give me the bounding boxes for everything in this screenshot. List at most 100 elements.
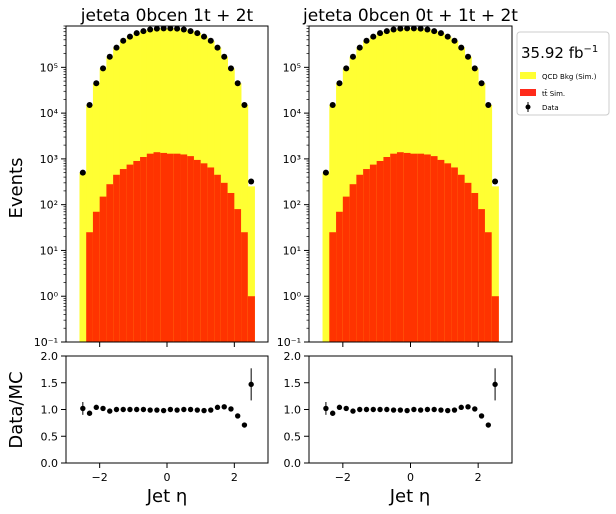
ratio-point — [390, 407, 397, 413]
ttbar-bar — [146, 153, 154, 342]
ttbar-bar — [153, 152, 161, 342]
ratio-point — [100, 405, 106, 412]
ttbar-bar — [356, 174, 364, 342]
data-point — [147, 26, 154, 33]
plot-area — [322, 26, 499, 342]
data-point — [194, 30, 201, 37]
data-point — [370, 33, 377, 40]
data-point — [356, 44, 363, 51]
ratio-point — [465, 404, 471, 410]
data-point — [180, 26, 187, 33]
ttbar-bar — [363, 169, 371, 342]
ratio-point — [174, 407, 180, 413]
main-panel-right: jeteta 0bcen 0t + 1t + 2t 10⁻¹ 10⁰ 10¹ 10² 10… — [277, 6, 519, 349]
ttbar-bar — [451, 167, 459, 342]
ttbar-bar — [424, 154, 432, 342]
ratio-point — [377, 406, 383, 413]
ratio-point — [134, 406, 140, 413]
data-point — [106, 53, 113, 60]
y-tick-label: 2.0 — [284, 350, 302, 363]
qcd-bar — [329, 105, 337, 342]
ttbar-bar — [140, 156, 148, 342]
data-point — [465, 53, 472, 60]
ratio-point — [160, 407, 167, 414]
y-tick-label: 0.5 — [284, 430, 302, 443]
data-point — [86, 102, 93, 109]
ttbar-bar — [383, 156, 391, 342]
x-tick-label: 0 — [407, 471, 414, 484]
data-point — [343, 65, 350, 72]
data-point — [437, 30, 444, 37]
y-tick-label: 10⁰ — [283, 290, 302, 303]
x-tick-label: 0 — [164, 471, 171, 484]
ttbar-bar — [214, 174, 222, 342]
ratio-point — [404, 407, 410, 414]
ttbar-bar — [491, 296, 499, 342]
y-tick-label: 10² — [283, 199, 301, 212]
data-point — [201, 33, 208, 40]
ttbar-bar — [173, 153, 181, 342]
data-point — [174, 26, 181, 32]
ttbar-bar — [478, 209, 486, 342]
ratio-point — [424, 406, 431, 413]
y-tick-label: 10³ — [40, 153, 58, 166]
legend-ttbar-label: tt̄ Sim. — [542, 89, 565, 98]
ttbar-bar — [160, 152, 168, 342]
data-point — [424, 26, 431, 33]
legend-lumi-exp: −1 — [584, 44, 599, 55]
ttbar-bar — [106, 184, 114, 342]
data-point — [227, 65, 234, 72]
ratio-point — [248, 381, 254, 388]
ttbar-bar — [342, 196, 350, 342]
ratio-point — [397, 407, 404, 413]
ttbar-bar — [193, 159, 202, 342]
data-point — [471, 65, 478, 72]
ttbar-bar — [329, 232, 337, 342]
data-point — [207, 37, 214, 44]
data-point — [214, 44, 221, 51]
y-tick-label: 10¹ — [283, 244, 301, 257]
ratio-point — [363, 406, 370, 413]
data-point — [404, 26, 411, 32]
legend-data-label: Data — [542, 104, 559, 112]
ttbar-bar — [241, 232, 249, 342]
axes-frame — [308, 355, 513, 464]
ttbar-bar — [471, 192, 479, 342]
ttbar-bar — [200, 163, 208, 342]
ttbar-bar — [349, 184, 357, 342]
qcd-bar — [247, 186, 255, 342]
data-point — [187, 28, 194, 35]
legend: 35.92 fb−1 QCD Bkg (Sim.) tt̄ Sim. Data — [516, 31, 610, 116]
y-tick-label: 10⁵ — [40, 61, 58, 74]
data-point — [485, 102, 492, 109]
ratio-point — [417, 407, 424, 413]
ttbar-bar — [403, 152, 411, 342]
data-point — [113, 44, 120, 51]
legend-lumi: 35.92 fb−1 — [521, 44, 598, 62]
data-point — [234, 80, 241, 87]
ratio-point — [350, 408, 356, 414]
ttbar-bar — [234, 209, 242, 342]
plot-area — [323, 368, 498, 428]
axes-frame — [65, 25, 269, 343]
ttbar-bar — [396, 152, 405, 342]
ratio-point — [228, 406, 234, 412]
ttbar-bar — [464, 182, 472, 342]
ttbar-bar — [336, 211, 344, 342]
qcd-bar — [241, 105, 249, 342]
legend-qcd-swatch — [520, 72, 536, 79]
ttbar-bar — [126, 164, 134, 342]
ttbar-bar — [417, 153, 425, 342]
ttbar-bar — [457, 174, 466, 342]
ttbar-bar — [133, 160, 141, 342]
y-tick-label: 10⁴ — [40, 107, 59, 120]
ratio-point — [329, 410, 336, 416]
data-point — [133, 30, 140, 37]
y-tick-label: 10⁵ — [283, 61, 301, 74]
legend-data-marker — [525, 104, 531, 110]
x-tick-label: 2 — [475, 471, 482, 484]
ratio-point — [127, 406, 133, 413]
y-tick-label: 10³ — [283, 153, 301, 166]
y-tick-label: 10⁻¹ — [34, 336, 58, 349]
